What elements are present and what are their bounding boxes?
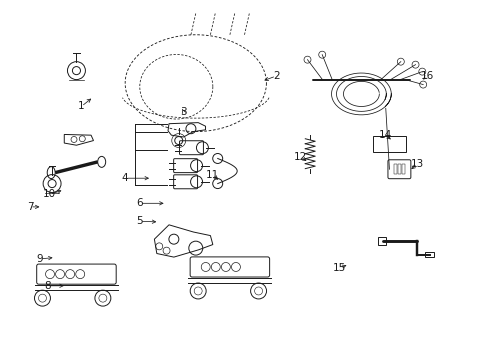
Text: 12: 12	[293, 152, 306, 162]
Text: 15: 15	[332, 263, 346, 273]
Text: 7: 7	[27, 202, 33, 212]
Text: 8: 8	[44, 281, 50, 291]
Text: 16: 16	[420, 71, 433, 81]
Bar	[401, 164, 404, 174]
Bar	[378, 237, 385, 245]
Text: 9: 9	[37, 254, 43, 264]
Text: 11: 11	[206, 170, 219, 180]
Text: 5: 5	[136, 216, 143, 226]
Text: 10: 10	[43, 189, 56, 199]
Text: 13: 13	[410, 159, 423, 169]
Bar	[424, 252, 433, 257]
Text: 1: 1	[78, 102, 84, 112]
Text: 4: 4	[122, 173, 128, 183]
Bar	[397, 164, 400, 174]
Text: 3: 3	[180, 107, 186, 117]
Text: 2: 2	[272, 71, 279, 81]
Bar	[393, 164, 396, 174]
Bar	[372, 136, 406, 152]
Text: 14: 14	[378, 130, 391, 140]
Text: 6: 6	[136, 198, 143, 208]
